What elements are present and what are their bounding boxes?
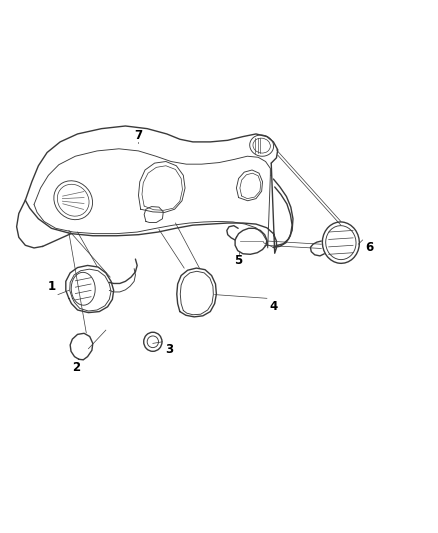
Text: 7: 7	[134, 128, 142, 141]
Text: 5: 5	[234, 254, 243, 266]
Text: 2: 2	[72, 361, 80, 374]
Text: 1: 1	[47, 280, 56, 293]
Text: 4: 4	[269, 300, 278, 313]
Text: 3: 3	[165, 343, 173, 356]
Text: 6: 6	[365, 241, 373, 254]
